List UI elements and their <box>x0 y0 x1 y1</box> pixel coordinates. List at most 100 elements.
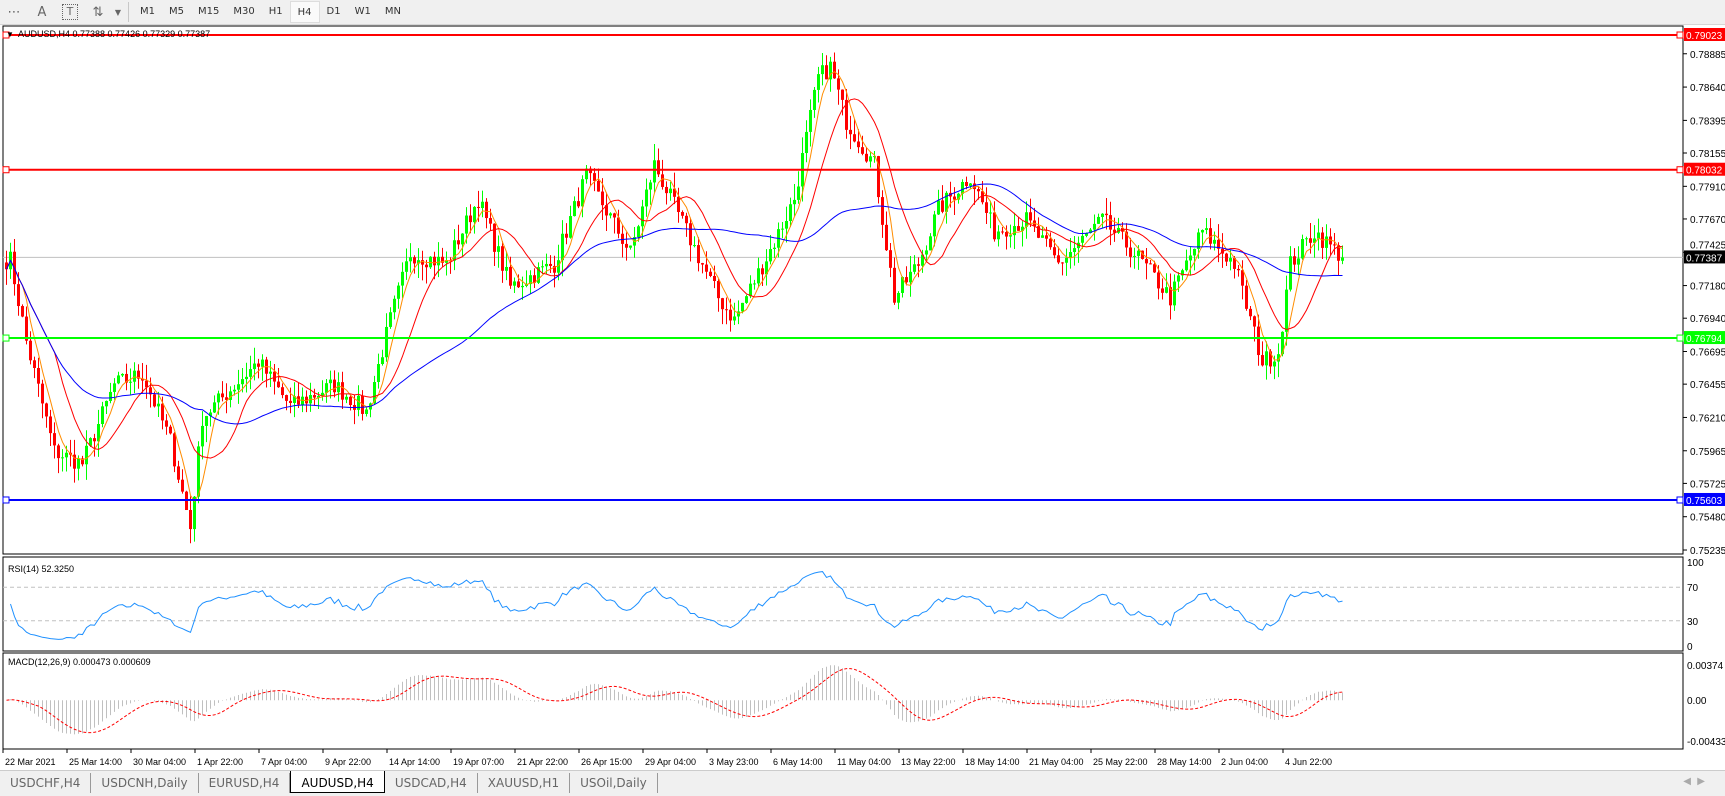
candle-body <box>469 215 472 223</box>
candle-body <box>917 264 920 266</box>
level-handle[interactable] <box>2 166 10 174</box>
price-tick-label: 0.76210 <box>1690 413 1725 424</box>
timeframe-m5[interactable]: M5 <box>169 6 184 17</box>
candle-body <box>945 192 948 212</box>
candle-body <box>693 245 696 247</box>
chevron-down-icon[interactable]: ▼ <box>114 7 122 17</box>
candle-body <box>1313 238 1316 243</box>
candle-body <box>25 316 28 341</box>
candle-body <box>845 99 848 130</box>
candle-body <box>757 268 760 284</box>
candle-body <box>1061 262 1064 264</box>
candle-body <box>969 183 972 186</box>
level-handle[interactable] <box>2 31 10 39</box>
candle-body <box>1229 258 1232 262</box>
time-tick-label: 28 May 14:00 <box>1157 757 1212 767</box>
candle-body <box>285 395 288 401</box>
price-tick-label: 0.78155 <box>1690 149 1725 160</box>
candle-body <box>705 264 708 272</box>
text-box-icon[interactable]: T <box>62 4 78 20</box>
collapse-arrow-icon[interactable]: ▼ <box>6 30 14 39</box>
level-handle[interactable] <box>1676 166 1684 174</box>
candle-body <box>1189 255 1192 261</box>
candle-body <box>517 281 520 288</box>
candle-body <box>405 261 408 272</box>
candle-body <box>1273 361 1276 367</box>
candle-body <box>357 395 360 410</box>
rsi-tick-label: 30 <box>1687 617 1699 628</box>
candle-body <box>1085 232 1088 236</box>
candle-body <box>473 206 476 223</box>
candle-body <box>1325 236 1328 248</box>
tab-usdcad-h4[interactable]: USDCAD,H4 <box>385 773 478 793</box>
tab-usoil-daily[interactable]: USOil,Daily <box>570 773 658 793</box>
candle-body <box>1169 287 1172 306</box>
candle-body <box>1317 232 1320 239</box>
candle-body <box>925 250 928 255</box>
tab-scroll-arrows[interactable]: ◀ ▶ <box>1683 776 1705 787</box>
candle-body <box>957 193 960 200</box>
timeframe-m30[interactable]: M30 <box>233 6 255 17</box>
candle-body <box>809 109 812 132</box>
timeframe-d1[interactable]: D1 <box>326 6 341 17</box>
price-tick-label: 0.77670 <box>1690 215 1725 226</box>
level-handle[interactable] <box>2 496 10 504</box>
level-handle[interactable] <box>2 334 10 342</box>
candle-body <box>1145 258 1148 264</box>
text-label-icon[interactable]: A <box>37 4 47 20</box>
candle-body <box>453 240 456 261</box>
candle-body <box>1245 285 1248 309</box>
timeframe-h1[interactable]: H1 <box>268 6 283 17</box>
candle-body <box>897 292 900 303</box>
time-tick-label: 6 May 14:00 <box>773 757 823 767</box>
candle-body <box>929 236 932 251</box>
candle-body <box>1241 270 1244 286</box>
chart-window[interactable]: 0.78885 0.78640 0.78395 0.78155 0.77910 0.776… <box>0 25 1725 770</box>
tab-usdcnh-daily[interactable]: USDCNH,Daily <box>91 773 199 793</box>
candle-body <box>741 302 744 312</box>
price-tick-label: 0.75725 <box>1690 479 1725 490</box>
candle-body <box>1209 228 1212 244</box>
candle-body <box>1261 355 1264 366</box>
candle-body <box>841 89 844 100</box>
candle-body <box>1185 260 1188 271</box>
candle-body <box>1197 232 1200 249</box>
timeframe-h4[interactable]: H4 <box>289 1 320 23</box>
candle-body <box>1177 275 1180 282</box>
timeframe-m15[interactable]: M15 <box>198 6 220 17</box>
macd-tick-label: 0.00 <box>1687 696 1707 707</box>
candle-body <box>769 249 772 262</box>
candle-body <box>553 265 556 273</box>
candle-body <box>221 393 224 398</box>
candle-body <box>669 188 672 194</box>
tab-usdchf-h4[interactable]: USDCHF,H4 <box>0 773 92 793</box>
period-separator-icon[interactable]: ⋯ <box>7 4 21 20</box>
candle-body <box>833 61 836 79</box>
candle-body <box>1233 258 1236 269</box>
candle-body <box>873 156 876 158</box>
candle-body <box>61 457 64 459</box>
candle-body <box>677 196 680 213</box>
tab-eurusd-h4[interactable]: EURUSD,H4 <box>199 773 291 793</box>
candle-body <box>653 160 656 183</box>
tab-audusd-h4[interactable]: AUDUSD,H4 <box>290 771 385 793</box>
tab-xauusd-h1[interactable]: XAUUSD,H1 <box>478 773 571 793</box>
candle-body <box>149 387 152 395</box>
arrows-icon[interactable]: ⇅ <box>92 4 104 20</box>
macd-tick-label: -0.00433 <box>1687 737 1725 748</box>
timeframe-m1[interactable]: M1 <box>140 6 155 17</box>
candle-body <box>857 141 860 148</box>
time-tick-label: 30 Mar 04:00 <box>133 757 186 767</box>
level-handle[interactable] <box>1676 334 1684 342</box>
timeframe-mn[interactable]: MN <box>384 6 401 17</box>
level-handle[interactable] <box>1676 496 1684 504</box>
level-handle[interactable] <box>1676 31 1684 39</box>
timeframe-w1[interactable]: W1 <box>354 6 371 17</box>
candle-body <box>877 156 880 198</box>
candle-body <box>665 186 668 194</box>
candle-body <box>885 224 888 251</box>
chart-header: AUDUSD,H4 0.77388 0.77426 0.77329 0.7738… <box>18 29 210 39</box>
candle-body <box>1089 229 1092 233</box>
candle-body <box>617 217 620 234</box>
candle-body <box>461 233 464 245</box>
